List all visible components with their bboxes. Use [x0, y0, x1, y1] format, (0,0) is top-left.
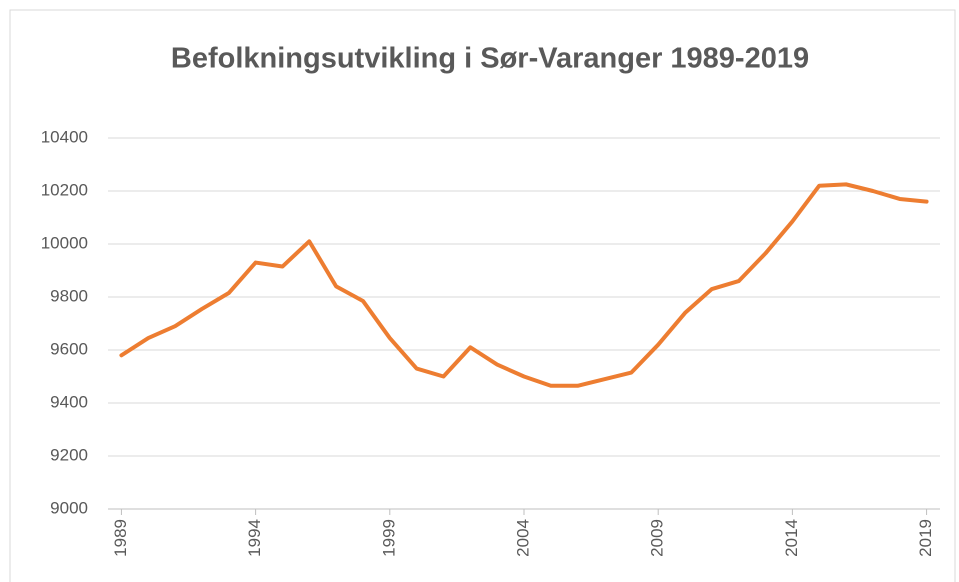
x-tick-label: 1989 — [111, 519, 130, 557]
y-tick-label: 9400 — [50, 392, 88, 411]
x-tick-label: 1999 — [379, 519, 398, 557]
chart-border — [9, 9, 956, 582]
y-tick-label: 10000 — [41, 233, 88, 252]
chart-title: Befolkningsutvikling i Sør-Varanger 1989… — [171, 43, 809, 75]
x-tick-label: 2004 — [513, 519, 532, 557]
y-tick-label: 10200 — [41, 180, 88, 199]
x-tick-label: 1994 — [245, 519, 264, 557]
y-tick-label: 9800 — [50, 286, 88, 305]
line-series — [119, 182, 929, 388]
y-tick-label: 9000 — [50, 498, 88, 517]
y-tick-label: 10400 — [41, 127, 88, 146]
x-tick-label: 2009 — [648, 519, 667, 557]
x-tick-label: 2014 — [782, 519, 801, 557]
x-tick-label: 2019 — [916, 519, 935, 557]
y-tick-label: 9200 — [50, 445, 88, 464]
y-tick-label: 9600 — [50, 339, 88, 358]
